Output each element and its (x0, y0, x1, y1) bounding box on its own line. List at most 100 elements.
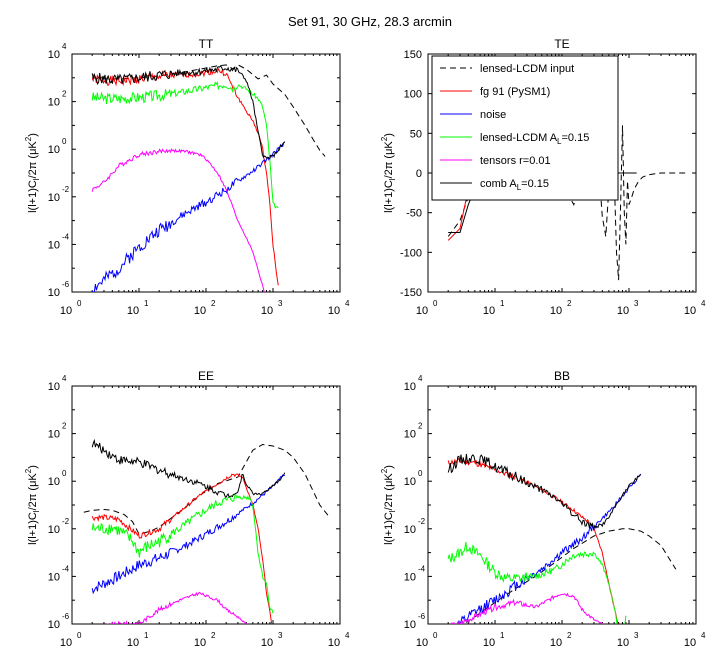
series-line-lensed-scaled (91, 80, 279, 209)
series-line-tensors (104, 591, 248, 624)
x-tick-label: 10 (684, 305, 696, 317)
legend-label-lensed-scaled: lensed-LCDM AL=0.15 (480, 132, 589, 146)
x-tick-exponent: 2 (211, 299, 216, 308)
x-tick-exponent: 3 (278, 299, 283, 308)
chart-ee: EE10010110210310410-610-410-2100102104l(… (24, 369, 350, 649)
x-tick-exponent: 0 (433, 631, 438, 640)
x-tick-label: 10 (328, 305, 340, 317)
y-axis-label: l(l+1)Cl/2π (μK2) (380, 133, 397, 213)
y-tick-label: -50 (406, 208, 422, 220)
x-tick-label: 10 (261, 637, 273, 649)
x-tick-exponent: 4 (701, 299, 706, 308)
y-tick-label: 0 (416, 168, 422, 180)
axes-box (71, 385, 341, 625)
y-tick-exponent: -4 (62, 564, 70, 573)
chart-title: EE (198, 369, 214, 383)
y-tick-label: 10 (48, 97, 60, 109)
y-tick-label: 100 (404, 89, 422, 101)
x-tick-label: 10 (550, 637, 562, 649)
x-tick-exponent: 1 (500, 299, 505, 308)
figure-title: Set 91, 30 GHz, 28.3 arcmin (288, 14, 452, 29)
legend-label-lensed-input: lensed-LCDM input (480, 63, 574, 75)
x-tick-label: 10 (617, 637, 629, 649)
x-tick-exponent: 1 (500, 631, 505, 640)
chart-tt: TT10010110210310410-610-410-2100102104l(… (24, 37, 350, 317)
legend: lensed-LCDM input fg 91 (PySM1) noise lense… (431, 55, 619, 201)
series-group (83, 438, 330, 624)
y-tick-exponent: 4 (62, 42, 67, 51)
x-tick-exponent: 1 (144, 299, 149, 308)
x-tick-exponent: 4 (345, 299, 350, 308)
y-tick-label: 10 (48, 476, 60, 488)
y-tick-exponent: -4 (62, 232, 70, 241)
y-tick-label: 150 (404, 49, 422, 61)
x-tick-label: 10 (684, 637, 696, 649)
y-tick-label: 10 (48, 144, 60, 156)
x-tick-label: 10 (483, 305, 495, 317)
legend-label-comb: comb AL=0.15 (480, 178, 549, 192)
x-tick-label: 10 (483, 637, 495, 649)
y-tick-label: 10 (48, 49, 60, 61)
series-line-noise (91, 141, 286, 292)
y-tick-label: -100 (400, 247, 422, 259)
series-group (447, 453, 677, 624)
y-tick-exponent: -6 (62, 612, 70, 621)
x-tick-exponent: 2 (567, 631, 572, 640)
x-tick-exponent: 3 (634, 299, 639, 308)
y-tick-label: 10 (48, 287, 60, 299)
y-tick-exponent: 4 (418, 374, 423, 383)
x-tick-label: 10 (60, 637, 72, 649)
x-tick-exponent: 0 (77, 631, 82, 640)
y-tick-exponent: -6 (62, 280, 70, 289)
y-tick-exponent: -6 (418, 612, 426, 621)
x-tick-exponent: 2 (567, 299, 572, 308)
y-tick-exponent: 2 (62, 422, 67, 431)
y-tick-label: 10 (48, 381, 60, 393)
y-tick-exponent: 0 (62, 137, 67, 146)
series-line-tensors (449, 592, 604, 624)
series-line-tensors (91, 148, 265, 292)
y-tick-label: 10 (48, 239, 60, 251)
x-tick-exponent: 3 (634, 631, 639, 640)
y-tick-label: 10 (404, 476, 416, 488)
y-tick-label: 50 (410, 128, 422, 140)
series-line-lensed-scaled (447, 542, 627, 624)
series-line-fg (91, 67, 279, 286)
x-tick-exponent: 3 (278, 631, 283, 640)
x-tick-label: 10 (261, 305, 273, 317)
y-tick-label: 10 (404, 524, 416, 536)
series-line-comb (447, 453, 642, 531)
series-line-lensed-scaled (91, 494, 274, 614)
series-line-comb (91, 65, 286, 160)
legend-label-tensors: tensors r=0.01 (480, 155, 551, 167)
chart-title: TE (554, 37, 569, 51)
x-tick-label: 10 (127, 305, 139, 317)
x-tick-label: 10 (416, 637, 428, 649)
y-tick-exponent: 2 (418, 422, 423, 431)
y-tick-label: -150 (400, 287, 422, 299)
y-axis-label: l(l+1)Cl/2π (μK2) (24, 133, 41, 213)
y-tick-exponent: 4 (62, 374, 67, 383)
legend-box (431, 55, 619, 201)
y-tick-exponent: -2 (62, 517, 70, 526)
x-tick-label: 10 (127, 637, 139, 649)
chart-title: BB (554, 369, 570, 383)
x-tick-exponent: 0 (433, 299, 438, 308)
x-tick-label: 10 (416, 305, 428, 317)
x-tick-label: 10 (617, 305, 629, 317)
y-tick-exponent: -4 (418, 564, 426, 573)
series-line-lensed-input (462, 528, 677, 624)
y-axis-label: l(l+1)Cl/2π (μK2) (24, 465, 41, 545)
x-tick-label: 10 (550, 305, 562, 317)
series-line-lensed-input (83, 443, 330, 535)
series-line-fg (91, 473, 273, 624)
y-tick-label: 10 (48, 571, 60, 583)
chart-bb: BB10010110210310410-610-410-2100102104l(… (380, 369, 706, 649)
y-tick-label: 10 (48, 429, 60, 441)
x-tick-label: 10 (60, 305, 72, 317)
x-tick-exponent: 4 (345, 631, 350, 640)
x-tick-label: 10 (328, 637, 340, 649)
series-line-noise (455, 473, 642, 624)
y-tick-exponent: -2 (418, 517, 426, 526)
